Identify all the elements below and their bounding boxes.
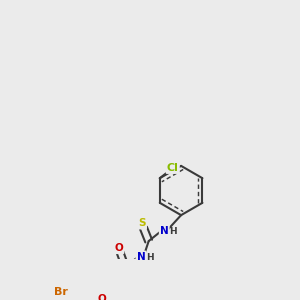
Text: Br: Br [54,287,68,297]
Text: Cl: Cl [167,163,179,173]
Text: S: S [139,218,146,228]
Text: H: H [146,254,154,262]
Text: N: N [136,252,145,262]
Text: O: O [98,294,106,300]
Text: O: O [115,243,123,253]
Text: H: H [169,227,177,236]
Text: N: N [160,226,169,236]
